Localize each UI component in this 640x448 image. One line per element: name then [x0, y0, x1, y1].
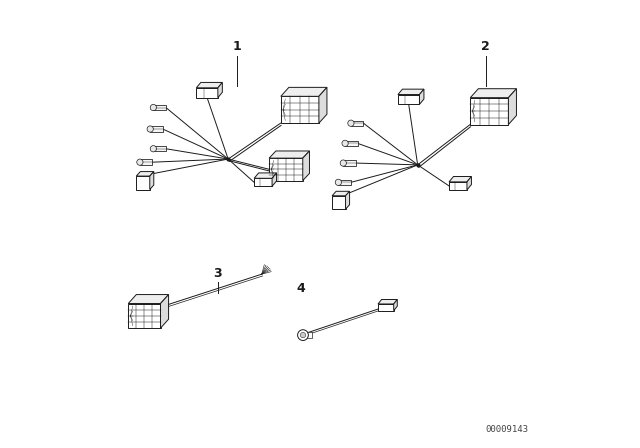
Circle shape — [342, 140, 348, 146]
Circle shape — [300, 332, 306, 338]
Bar — [154, 146, 166, 151]
Bar — [351, 121, 364, 126]
Bar — [378, 304, 394, 311]
Polygon shape — [161, 295, 168, 328]
Circle shape — [147, 126, 154, 132]
Polygon shape — [269, 151, 310, 158]
Polygon shape — [467, 177, 472, 190]
Bar — [154, 105, 166, 110]
Circle shape — [137, 159, 143, 165]
Bar — [254, 178, 272, 186]
Bar — [128, 304, 161, 328]
Bar — [140, 159, 152, 165]
Polygon shape — [419, 89, 424, 104]
Polygon shape — [378, 299, 397, 304]
Bar — [332, 196, 346, 209]
Bar — [449, 182, 467, 190]
Polygon shape — [319, 87, 327, 123]
Polygon shape — [449, 177, 472, 182]
Polygon shape — [150, 172, 154, 190]
Bar — [281, 96, 319, 123]
Circle shape — [150, 104, 156, 111]
Bar — [196, 88, 218, 98]
Polygon shape — [281, 87, 327, 96]
Polygon shape — [272, 173, 276, 186]
Polygon shape — [508, 89, 516, 125]
Circle shape — [150, 146, 156, 152]
Polygon shape — [254, 173, 276, 178]
Text: 2: 2 — [481, 40, 490, 53]
Polygon shape — [128, 295, 168, 304]
Text: 00009143: 00009143 — [486, 425, 529, 434]
Polygon shape — [394, 299, 397, 311]
Circle shape — [298, 330, 308, 340]
Circle shape — [348, 120, 354, 126]
Text: 1: 1 — [233, 40, 241, 53]
Bar — [398, 95, 419, 104]
Bar — [269, 158, 303, 181]
Circle shape — [335, 179, 342, 185]
Polygon shape — [398, 89, 424, 95]
Text: 3: 3 — [214, 267, 222, 280]
Polygon shape — [196, 82, 222, 88]
Bar — [345, 141, 358, 146]
Bar — [339, 180, 351, 185]
Bar — [136, 176, 150, 190]
Text: 4: 4 — [297, 282, 305, 295]
Bar — [307, 332, 312, 338]
Bar — [470, 98, 508, 125]
Polygon shape — [136, 172, 154, 176]
Polygon shape — [332, 191, 349, 196]
Circle shape — [340, 160, 346, 166]
Bar — [343, 160, 356, 166]
Polygon shape — [470, 89, 516, 98]
Polygon shape — [303, 151, 310, 181]
Polygon shape — [346, 191, 349, 209]
Bar — [150, 126, 163, 132]
Polygon shape — [218, 82, 222, 98]
